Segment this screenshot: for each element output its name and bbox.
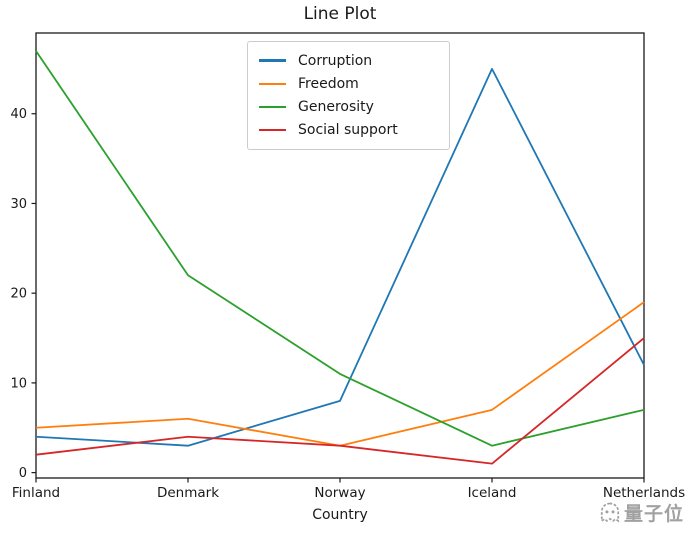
series-line-generosity xyxy=(35,50,645,447)
legend: Corruption Freedom Generosity Social suppor… xyxy=(247,41,450,150)
legend-label: Generosity xyxy=(298,98,374,115)
legend-label: Social support xyxy=(298,122,398,139)
legend-swatch xyxy=(259,105,286,109)
y-tick-label: 20 xyxy=(10,287,27,302)
y-tick-label: 40 xyxy=(10,107,27,122)
y-tick-label: 0 xyxy=(19,466,27,481)
legend-swatch xyxy=(259,128,286,132)
legend-item: Freedom xyxy=(259,72,439,95)
x-tick-label: Denmark xyxy=(157,485,219,501)
y-tick-label: 30 xyxy=(10,197,27,212)
x-tick-label: Netherlands xyxy=(603,485,685,501)
chart-title: Line Plot xyxy=(303,4,377,24)
x-tick-label: Norway xyxy=(314,485,365,501)
legend-item: Corruption xyxy=(259,49,439,72)
y-tick-label: 10 xyxy=(10,376,27,391)
legend-label: Corruption xyxy=(298,52,373,69)
x-tick-label: Iceland xyxy=(468,485,517,501)
x-tick-label: Finland xyxy=(12,485,60,501)
legend-label: Freedom xyxy=(298,75,359,92)
legend-swatch xyxy=(259,82,286,86)
series-line-social-support xyxy=(35,337,645,465)
legend-swatch xyxy=(259,59,286,62)
legend-item: Social support xyxy=(259,119,439,142)
legend-item: Generosity xyxy=(259,95,439,118)
x-axis-label: Country xyxy=(312,507,368,523)
